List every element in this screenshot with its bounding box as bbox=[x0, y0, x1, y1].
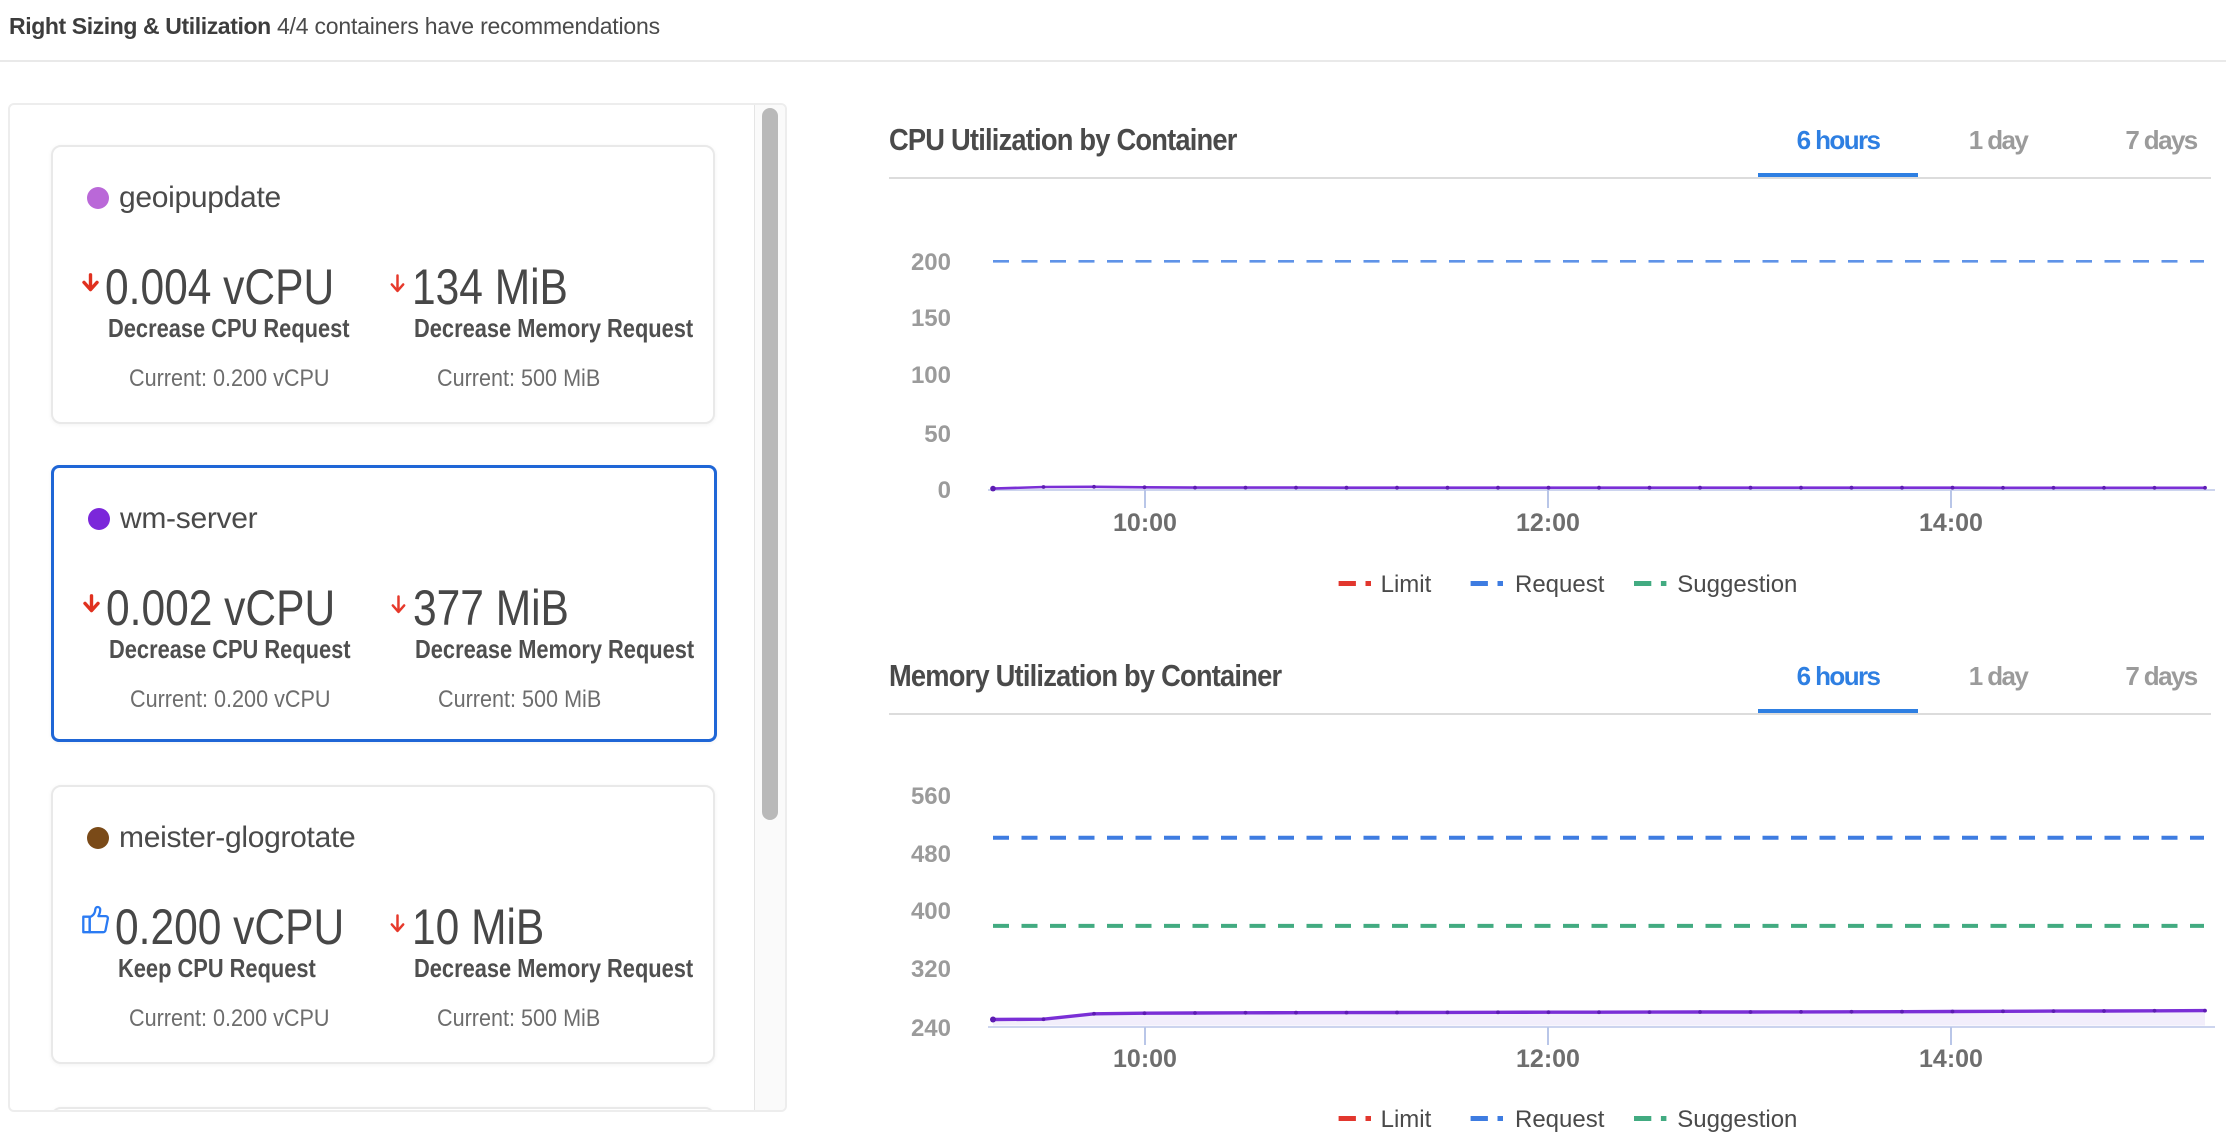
svg-text:Limit: Limit bbox=[1381, 1106, 1432, 1133]
svg-text:14:00: 14:00 bbox=[1919, 1045, 1983, 1073]
svg-text:Request: Request bbox=[1515, 1106, 1605, 1133]
svg-text:12:00: 12:00 bbox=[1516, 509, 1580, 537]
svg-text:50: 50 bbox=[924, 421, 951, 448]
svg-text:560: 560 bbox=[911, 783, 951, 810]
svg-text:100: 100 bbox=[911, 362, 951, 389]
svg-text:240: 240 bbox=[911, 1015, 951, 1042]
svg-text:10:00: 10:00 bbox=[1113, 509, 1177, 537]
svg-text:320: 320 bbox=[911, 956, 951, 983]
svg-text:Suggestion: Suggestion bbox=[1677, 571, 1797, 598]
svg-text:200: 200 bbox=[911, 249, 951, 276]
svg-text:0: 0 bbox=[938, 477, 951, 504]
svg-text:150: 150 bbox=[911, 305, 951, 332]
svg-text:12:00: 12:00 bbox=[1516, 1045, 1580, 1073]
svg-text:Limit: Limit bbox=[1381, 571, 1432, 598]
svg-text:480: 480 bbox=[911, 841, 951, 868]
svg-text:400: 400 bbox=[911, 898, 951, 925]
svg-text:14:00: 14:00 bbox=[1919, 509, 1983, 537]
svg-text:Request: Request bbox=[1515, 571, 1605, 598]
svg-text:Suggestion: Suggestion bbox=[1677, 1106, 1797, 1133]
svg-text:10:00: 10:00 bbox=[1113, 1045, 1177, 1073]
